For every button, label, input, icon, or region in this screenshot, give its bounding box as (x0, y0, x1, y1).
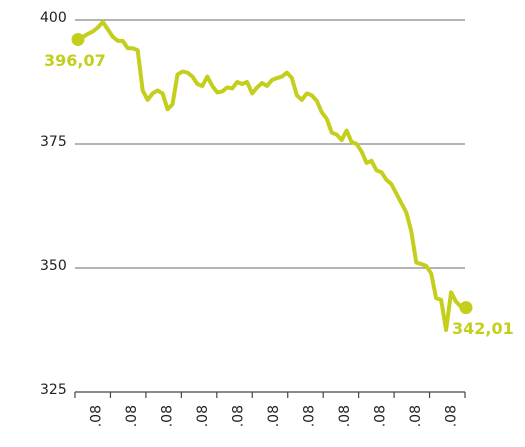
y-tick-label: 375 (40, 134, 67, 150)
x-tick-label: .08 (301, 405, 317, 427)
x-tick-label: .08 (89, 405, 105, 427)
x-tick-label: .08 (195, 405, 211, 427)
x-tick-label: .08 (408, 405, 424, 427)
y-tick-label: 350 (40, 258, 67, 274)
x-tick-label: .08 (372, 405, 388, 427)
x-tick-label: .08 (231, 405, 247, 427)
x-tick-label: .08 (124, 405, 140, 427)
y-tick-label: 400 (40, 10, 67, 26)
x-tick-label: .08 (337, 405, 353, 427)
x-tick-label: .08 (443, 405, 459, 427)
line (77, 19, 467, 332)
start-label: 396,07 (44, 51, 106, 70)
x-tick-label: .08 (160, 405, 176, 427)
end-dot (459, 301, 473, 315)
x-tick-label: .08 (266, 405, 282, 427)
y-tick-label: 325 (40, 382, 67, 398)
start-dot (71, 32, 85, 46)
end-label: 342,01 (452, 319, 514, 338)
